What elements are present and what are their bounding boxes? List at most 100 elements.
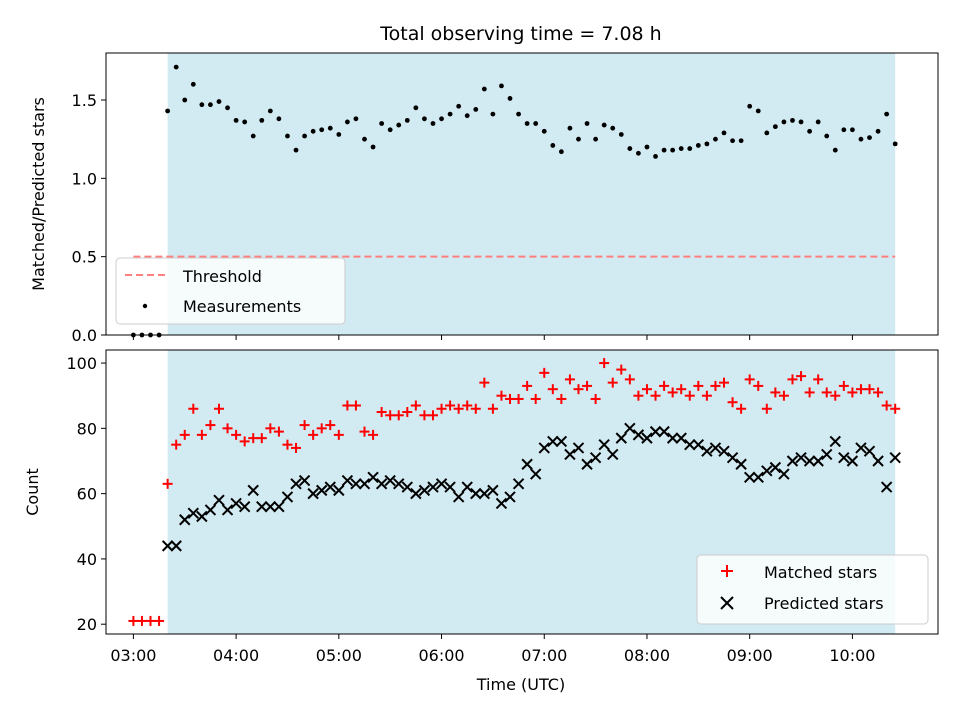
measurement-point: [293, 147, 299, 153]
bottom-y-ticks: 20 40 60 80 100: [66, 354, 106, 634]
matched-star-point: [162, 478, 173, 489]
predicted-star-point: [889, 452, 901, 464]
predicted-star-point: [555, 435, 568, 448]
measurement-point: [704, 141, 710, 147]
matched-star-point: [213, 403, 224, 414]
matched-star-point: [864, 384, 875, 395]
measurement-point: [892, 141, 898, 147]
legend-threshold-label: Threshold: [182, 267, 262, 286]
legend-measurements-label: Measurements: [183, 297, 301, 316]
predicted-star-point: [855, 442, 867, 454]
predicted-star-point: [624, 422, 636, 435]
matched-star-point: [556, 393, 567, 404]
measurement-point: [225, 105, 230, 111]
measurement-point: [601, 122, 607, 128]
matched-star-point: [873, 387, 884, 398]
matched-star-point: [701, 390, 712, 401]
predicted-star-point: [880, 481, 893, 493]
matched-star-point: [659, 380, 670, 391]
x-tick-label: 08:00: [624, 646, 670, 665]
measurement-point: [208, 102, 213, 108]
measurement-point: [653, 154, 658, 159]
matched-star-point: [564, 374, 575, 385]
matched-star-point: [881, 400, 892, 411]
matched-star-point: [590, 393, 601, 404]
predicted-star-point: [452, 491, 465, 503]
predicted-star-point: [838, 452, 850, 464]
predicted-star-point: [769, 461, 782, 474]
matched-star-point: [778, 390, 789, 401]
matched-star-point: [650, 390, 661, 401]
matched-star-point: [693, 380, 704, 391]
predicted-star-point: [495, 497, 508, 510]
measurement-point: [533, 121, 539, 126]
predicted-star-point: [761, 465, 773, 477]
matched-star-point: [316, 423, 327, 434]
bottom-y-tick-label: 20: [77, 615, 97, 634]
measurement-point: [507, 96, 513, 101]
matched-star-point: [727, 397, 738, 408]
measurement-point: [447, 111, 453, 117]
matched-star-point: [410, 400, 421, 411]
predicted-star-point: [615, 432, 627, 444]
predicted-star-point: [538, 442, 550, 454]
predicted-star-point: [204, 504, 217, 516]
measurement-point: [370, 144, 376, 150]
predicted-star-point: [572, 442, 585, 454]
measurement-point: [636, 150, 641, 156]
bottom-x-ticks: 03:00 04:00 05:00 06:00 07:00 08:00 09:00 10:00: [110, 634, 875, 665]
predicted-star-point: [778, 468, 790, 480]
measurement-point: [276, 116, 282, 122]
matched-star-point: [470, 403, 481, 414]
top-y-tick-label: 0.5: [72, 248, 97, 267]
x-tick-label: 06:00: [418, 646, 464, 665]
predicted-star-point: [221, 504, 234, 516]
predicted-star-point: [401, 481, 414, 493]
measurement-point: [781, 119, 787, 125]
top-legend-box: [115, 257, 346, 325]
predicted-star-point: [589, 452, 602, 464]
matched-star-point: [624, 374, 635, 385]
predicted-star-point: [247, 484, 259, 497]
measurement-point: [747, 103, 753, 109]
bottom-legend: Matched stars Predicted stars: [696, 554, 929, 625]
matched-star-point: [291, 442, 302, 453]
predicted-star-point: [607, 448, 619, 461]
predicted-star-point: [341, 474, 354, 487]
measurement-point: [730, 138, 735, 144]
matched-star-point: [505, 393, 516, 404]
measurement-point: [336, 132, 342, 137]
measurement-point: [456, 103, 462, 109]
measurement-point: [327, 125, 333, 131]
matched-star-point: [479, 377, 490, 388]
matched-star-point: [188, 403, 199, 414]
predicted-star-point: [487, 484, 499, 497]
measurement-point: [430, 121, 436, 126]
predicted-star-point: [547, 435, 559, 448]
matched-star-point: [154, 615, 165, 626]
predicted-star-point: [196, 510, 208, 523]
predicted-star-point: [238, 500, 251, 513]
bottom-y-tick-label: 60: [77, 485, 97, 504]
matched-star-point: [804, 387, 815, 398]
top-x-ticks: [132, 335, 853, 340]
measurement-point: [310, 128, 316, 134]
bottom-y-axis-label: Count: [23, 468, 42, 516]
measurement-point: [233, 117, 239, 123]
matched-star-point: [179, 429, 190, 440]
predicted-star-point: [324, 481, 336, 493]
measurement-point: [858, 136, 864, 142]
matched-star-point: [530, 393, 541, 404]
measurement-point: [524, 121, 530, 126]
predicted-star-point: [521, 458, 533, 470]
measurement-point: [610, 125, 616, 131]
measurement-point: [584, 121, 590, 126]
predicted-star-point: [179, 514, 191, 526]
predicted-star-point: [170, 540, 182, 552]
predicted-star-point: [598, 438, 610, 451]
predicted-star-point: [427, 481, 439, 493]
legend-matched-label: Matched stars: [764, 563, 877, 582]
matched-star-point: [787, 374, 798, 385]
matched-star-point: [239, 436, 250, 447]
measurement-point: [439, 116, 444, 122]
